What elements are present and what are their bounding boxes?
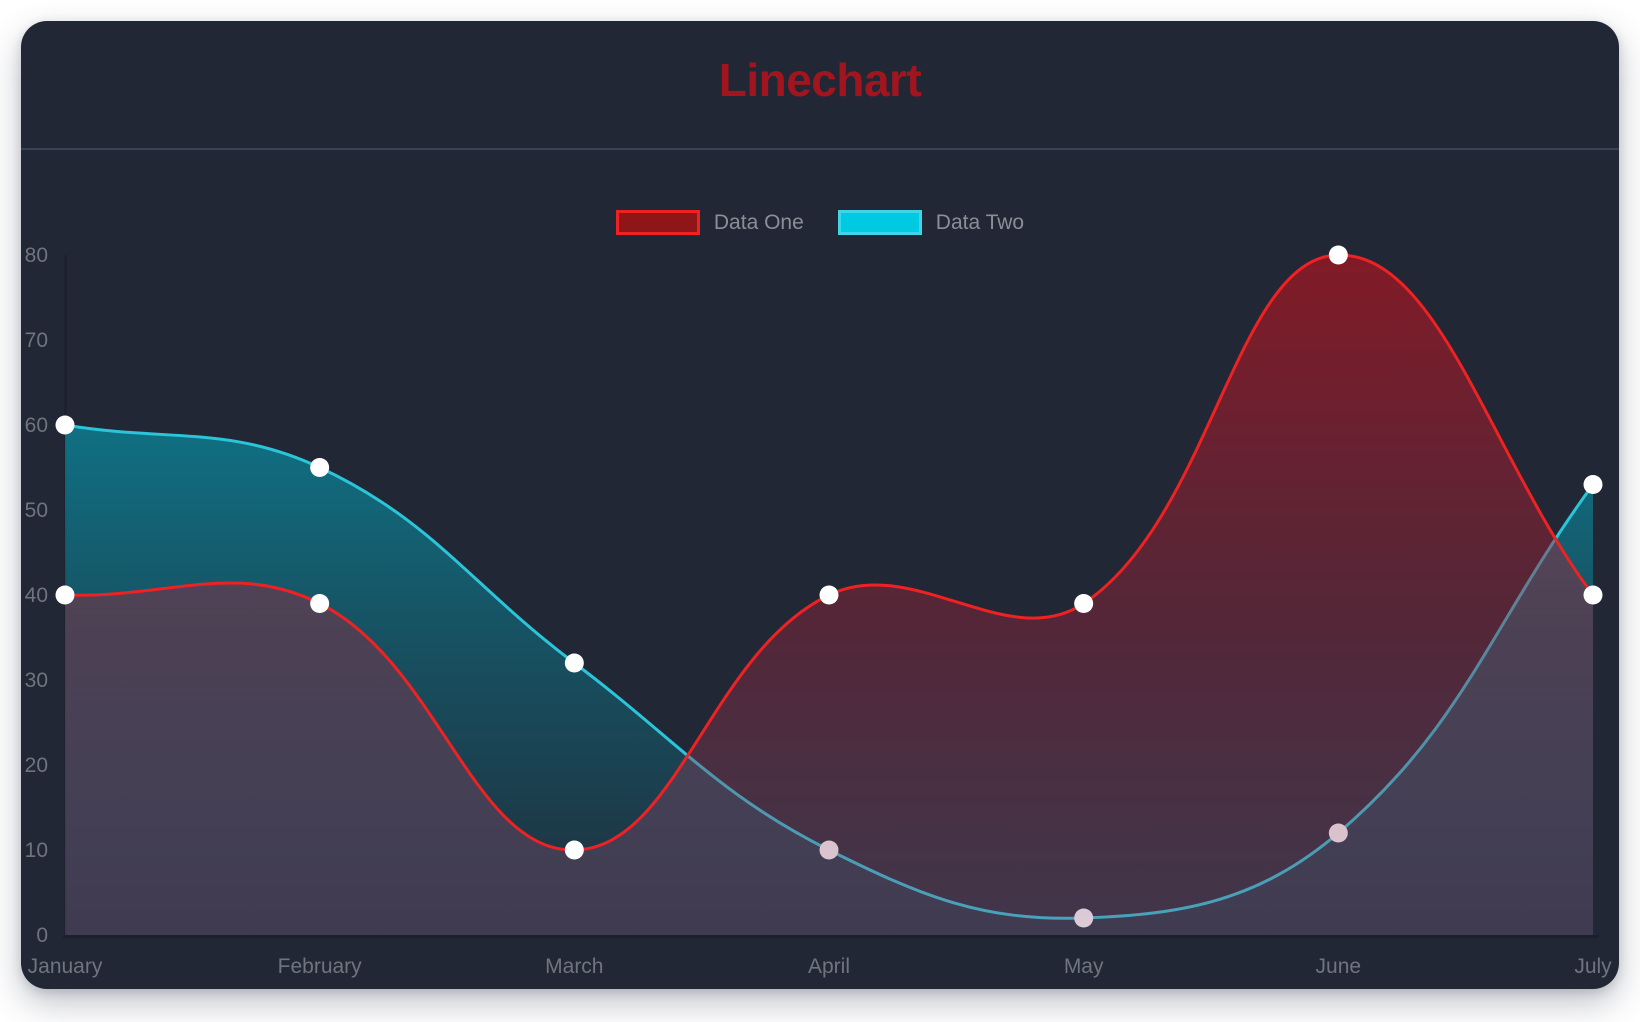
y-axis-tick-label: 20: [25, 754, 48, 777]
data-one-point-march[interactable]: [564, 840, 584, 860]
chart-legend: Data One Data Two: [21, 210, 1619, 235]
data-one-point-june[interactable]: [1328, 245, 1348, 265]
x-axis-label-february: February: [278, 955, 363, 978]
y-axis-tick-label: 80: [25, 244, 48, 267]
data-one-point-may[interactable]: [1074, 594, 1094, 613]
data-two-point-january[interactable]: [55, 415, 75, 435]
legend-item-data-two[interactable]: Data Two: [837, 210, 1025, 235]
data-one-point-january[interactable]: [55, 585, 75, 605]
data-two-point-march[interactable]: [564, 653, 584, 673]
y-axis-tick-label: 70: [25, 329, 48, 352]
legend-item-data-one[interactable]: Data One: [615, 210, 804, 235]
data-one-point-july[interactable]: [1583, 585, 1603, 605]
x-axis-label-april: April: [808, 955, 850, 978]
data-two-point-february[interactable]: [310, 458, 330, 477]
chart-title: Linechart: [718, 54, 922, 106]
data-one-area: [65, 254, 1593, 936]
series-data-one: [55, 245, 1603, 936]
x-axis-label-march: March: [545, 955, 603, 978]
data-one-point-february[interactable]: [310, 594, 330, 613]
chart-card: Linechart Data One Data Two 0 10 20 30 40 50 6…: [21, 21, 1619, 989]
data-two-point-july[interactable]: [1583, 475, 1603, 494]
y-axis-tick-label: 10: [25, 839, 48, 862]
y-axis-tick-label: 60: [25, 414, 48, 437]
y-axis-tick-label: 0: [36, 924, 48, 947]
header-divider: [21, 148, 1619, 150]
x-axis-label-july: July: [1574, 955, 1612, 978]
legend-label-data-one: Data One: [713, 210, 804, 234]
y-axis-tick-label: 40: [25, 584, 48, 607]
y-axis-tick-label: 30: [25, 669, 48, 692]
x-axis-label-january: January: [28, 955, 103, 978]
x-axis-label-june: June: [1316, 955, 1362, 978]
data-one-point-april[interactable]: [819, 585, 839, 605]
legend-swatch-data-one: [615, 210, 700, 235]
legend-label-data-two: Data Two: [935, 210, 1025, 234]
y-axis-tick-label: 50: [25, 499, 48, 522]
x-axis-label-may: May: [1064, 955, 1104, 978]
legend-swatch-data-two: [837, 210, 922, 235]
line-chart-plot[interactable]: 0 10 20 30 40 50 60 70 80 January February March Apr…: [21, 21, 1619, 989]
